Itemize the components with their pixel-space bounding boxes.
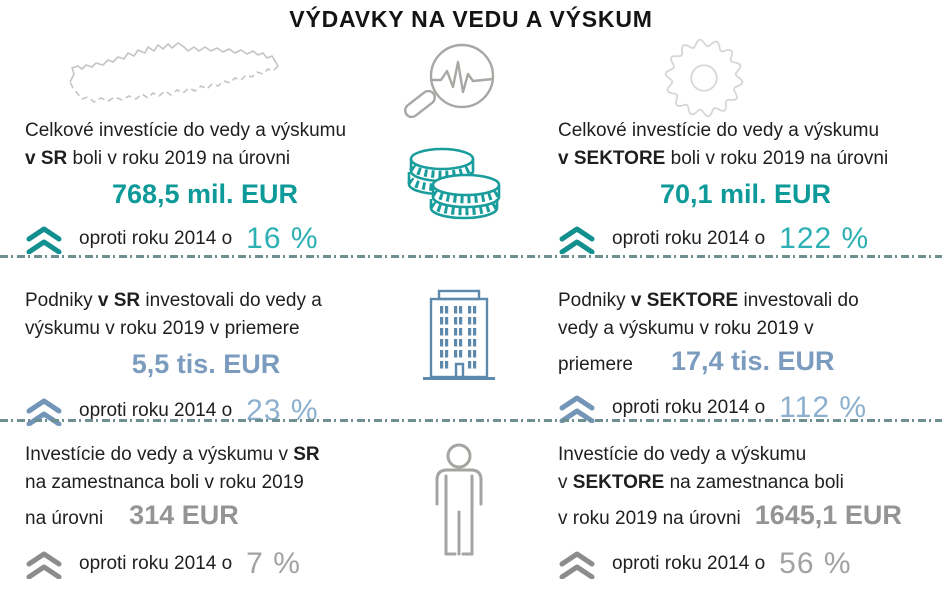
gear-icon <box>664 38 744 118</box>
value-line: 5,5 tis. EUR <box>25 346 387 386</box>
card-text-line: v SEKTORE boli v roku 2019 na úrovni <box>558 145 933 173</box>
page-title: VÝDAVKY NA VEDU A VÝSKUM <box>289 6 653 32</box>
card-text-line: Podniky v SEKTORE investovali do <box>558 287 933 315</box>
text-segment: investovali do <box>738 290 859 311</box>
podniky-sektor-percent: 112 % <box>779 391 868 424</box>
double-chevron-up-icon <box>559 395 595 423</box>
text-segment-bold: v SR <box>97 290 141 311</box>
text-segment: Investície do vedy a výskumu <box>558 444 807 465</box>
double-chevron-up-icon <box>26 226 62 254</box>
card-podniky-sektor: Podniky v SEKTORE investovali do vedy a … <box>558 287 933 423</box>
compare-label: oproti roku 2014 o <box>79 228 233 249</box>
text-segment: investovali do vedy a <box>140 290 322 311</box>
text-segment: v roku 2019 na úrovni <box>558 508 741 529</box>
card-text-line: v SR boli v roku 2019 na úrovni <box>25 145 385 173</box>
card-total-sr: Celkové investície do vedy a výskumu v S… <box>25 117 385 254</box>
text-segment: v <box>558 472 573 493</box>
text-segment: Investície do vedy a výskumu v <box>25 444 294 465</box>
total-sr-percent: 16 % <box>246 222 319 255</box>
card-text-line: výskumu v roku 2019 v priemere <box>25 315 387 343</box>
podniky-sektor-value: 17,4 tis. EUR <box>670 346 835 376</box>
compare-label: oproti roku 2014 o <box>79 553 233 574</box>
comparison-row: oproti roku 2014 o 16 % <box>25 224 385 254</box>
zamestnanec-sr-value: 314 EUR <box>129 500 239 530</box>
card-total-sektor: Celkové investície do vedy a výskumu v S… <box>558 117 933 254</box>
text-segment: na zamestnanca boli v roku 2019 <box>25 472 304 493</box>
slovakia-map-icon <box>69 42 279 103</box>
value-line: v roku 2019 na úrovni 1645,1 EUR <box>558 497 933 537</box>
total-sektor-percent: 122 % <box>779 222 870 255</box>
text-segment: vedy a výskumu v roku 2019 v <box>558 318 814 339</box>
double-chevron-up-icon <box>559 226 595 254</box>
podniky-sr-value: 5,5 tis. EUR <box>131 349 281 379</box>
text-segment-bold: v SEKTORE <box>630 290 739 311</box>
text-segment: na zamestnanca boli <box>664 472 844 493</box>
total-sektor-value: 70,1 mil. EUR <box>659 179 832 209</box>
zamestnanec-sr-percent: 7 % <box>246 547 301 580</box>
text-segment-bold: SEKTORE <box>572 472 665 493</box>
value-line: 768,5 mil. EUR <box>25 176 385 216</box>
text-segment: Podniky <box>25 290 98 311</box>
text-segment: Celkové investície do vedy a výskumu <box>558 120 880 141</box>
card-text-line: Investície do vedy a výskumu <box>558 441 933 469</box>
card-podniky-sr: Podniky v SR investovali do vedy a výsku… <box>25 287 387 426</box>
card-text-line: Celkové investície do vedy a výskumu <box>25 117 385 145</box>
person-icon <box>435 443 483 556</box>
text-segment: na úrovni <box>25 508 104 529</box>
value-line: priemere 17,4 tis. EUR <box>558 343 933 383</box>
text-segment-bold: SR <box>293 444 320 465</box>
text-segment: boli v roku 2019 na úrovni <box>665 148 889 169</box>
compare-label: oproti roku 2014 o <box>612 397 766 418</box>
card-text-line: na zamestnanca boli v roku 2019 <box>25 469 397 497</box>
dashed-divider <box>0 419 942 422</box>
comparison-row: oproti roku 2014 o 122 % <box>558 224 933 254</box>
card-text-line: Investície do vedy a výskumu v SR <box>25 441 397 469</box>
coins-icon <box>407 147 501 220</box>
card-text-line: v SEKTORE na zamestnanca boli <box>558 469 933 497</box>
text-segment: Podniky <box>558 290 631 311</box>
double-chevron-up-icon <box>559 551 595 579</box>
card-zamestnanec-sr: Investície do vedy a výskumu v SR na zam… <box>25 441 397 579</box>
text-segment: priemere <box>558 354 633 375</box>
value-line: na úrovni 314 EUR <box>25 497 397 537</box>
building-icon <box>423 289 495 380</box>
text-segment: Celkové investície do vedy a výskumu <box>25 120 347 141</box>
text-segment: boli v roku 2019 na úrovni <box>67 148 291 169</box>
comparison-row: oproti roku 2014 o 112 % <box>558 393 933 423</box>
magnifier-pulse-icon <box>404 43 495 119</box>
compare-label: oproti roku 2014 o <box>612 553 766 574</box>
comparison-row: oproti roku 2014 o 7 % <box>25 549 397 579</box>
comparison-row: oproti roku 2014 o 56 % <box>558 549 933 579</box>
text-segment: výskumu v roku 2019 v priemere <box>25 318 300 339</box>
zamestnanec-sektor-value: 1645,1 EUR <box>754 500 902 530</box>
text-segment-bold: v SR <box>25 148 68 169</box>
text-segment-bold: v SEKTORE <box>558 148 666 169</box>
double-chevron-up-icon <box>26 551 62 579</box>
value-line: 70,1 mil. EUR <box>558 176 933 216</box>
compare-label: oproti roku 2014 o <box>612 228 766 249</box>
compare-label: oproti roku 2014 o <box>79 400 233 421</box>
card-text-line: vedy a výskumu v roku 2019 v <box>558 315 933 343</box>
card-zamestnanec-sektor: Investície do vedy a výskumu v SEKTORE n… <box>558 441 933 579</box>
card-text-line: Celkové investície do vedy a výskumu <box>558 117 933 145</box>
dashed-divider <box>0 255 942 258</box>
card-text-line: Podniky v SR investovali do vedy a <box>25 287 387 315</box>
total-sr-value: 768,5 mil. EUR <box>111 179 299 209</box>
zamestnanec-sektor-percent: 56 % <box>779 547 852 580</box>
